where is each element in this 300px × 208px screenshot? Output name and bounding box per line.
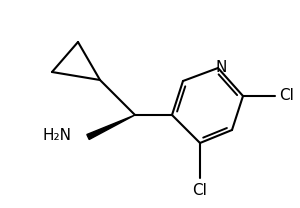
Text: H₂N: H₂N (43, 129, 72, 144)
Text: N: N (215, 59, 227, 74)
Text: Cl: Cl (193, 183, 207, 198)
Text: Cl: Cl (279, 88, 294, 104)
Polygon shape (87, 115, 135, 140)
